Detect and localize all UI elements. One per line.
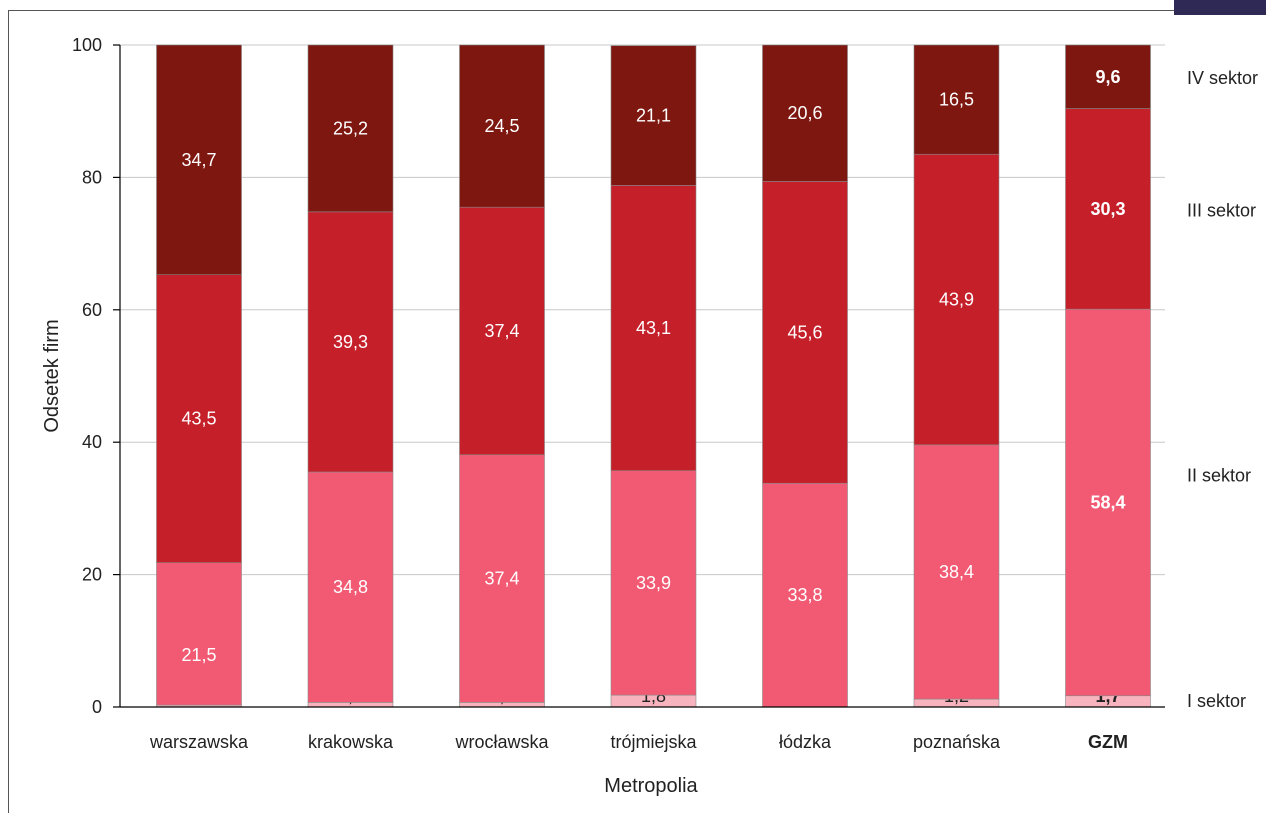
bar-segment	[913, 153, 1000, 446]
data-label: 37,4	[484, 569, 519, 589]
data-label: 33,8	[787, 585, 822, 605]
data-label: 45,6	[787, 322, 822, 342]
data-label: 43,9	[939, 290, 974, 310]
bar-segment	[762, 482, 848, 708]
bar-segment	[1065, 308, 1151, 697]
y-tick-label: 60	[82, 300, 102, 320]
bar-segment	[307, 471, 394, 703]
data-label: 39,3	[333, 332, 368, 352]
bar-segment	[610, 45, 697, 186]
data-label: 43,5	[181, 409, 216, 429]
bar-segment	[156, 44, 242, 276]
data-label: 24,5	[484, 116, 519, 136]
y-tick-label: 40	[82, 432, 102, 452]
bar-segment	[762, 44, 848, 182]
sector-label: II sektor	[1187, 465, 1251, 485]
bar-segment	[307, 211, 394, 473]
y-tick-label: 0	[92, 697, 102, 717]
bar-segment	[913, 44, 1000, 155]
category-label: krakowska	[308, 732, 394, 752]
category-label: warszawska	[149, 732, 249, 752]
bar-segment	[459, 44, 545, 208]
category-label: wrocławska	[454, 732, 549, 752]
category-label: trójmiejska	[610, 732, 697, 752]
category-label: poznańska	[913, 732, 1001, 752]
data-label: 43,1	[636, 318, 671, 338]
y-tick-label: 100	[72, 35, 102, 55]
data-label: 37,4	[484, 321, 519, 341]
y-axis-title: Odsetek firm	[41, 319, 63, 432]
data-label: 33,9	[636, 573, 671, 593]
data-label: 34,7	[181, 150, 216, 170]
data-label: 34,8	[333, 577, 368, 597]
sector-label: IV sektor	[1187, 68, 1258, 88]
data-label: 58,4	[1090, 492, 1125, 512]
data-label: 38,4	[939, 562, 974, 582]
data-label: 20,6	[787, 103, 822, 123]
bar-segment	[1065, 44, 1151, 109]
bar-segment	[762, 181, 848, 484]
bar-segment	[610, 185, 697, 471]
data-label: 9,6	[1095, 67, 1120, 87]
bar-segment	[307, 44, 394, 213]
data-label: 30,3	[1090, 199, 1125, 219]
category-label: łódzka	[779, 732, 832, 752]
bar-segment	[610, 470, 697, 696]
bar-segment	[1065, 108, 1151, 310]
y-tick-label: 20	[82, 565, 102, 585]
data-label: 16,5	[939, 90, 974, 110]
bar-segment	[156, 562, 242, 706]
sector-label: I sektor	[1187, 691, 1246, 711]
data-label: 25,2	[333, 118, 368, 138]
x-axis-title: Metropolia	[604, 775, 698, 797]
bar-segment	[459, 206, 545, 456]
corner-accent	[1174, 0, 1266, 15]
category-label: GZM	[1088, 732, 1128, 752]
bar-segment	[459, 454, 545, 703]
data-label: 21,1	[636, 106, 671, 126]
sector-label: III sektor	[1187, 201, 1256, 221]
bar-segment	[156, 274, 242, 563]
chart-frame	[8, 10, 1254, 813]
y-tick-label: 80	[82, 167, 102, 187]
bar-segment	[913, 444, 1000, 700]
data-label: 21,5	[181, 645, 216, 665]
